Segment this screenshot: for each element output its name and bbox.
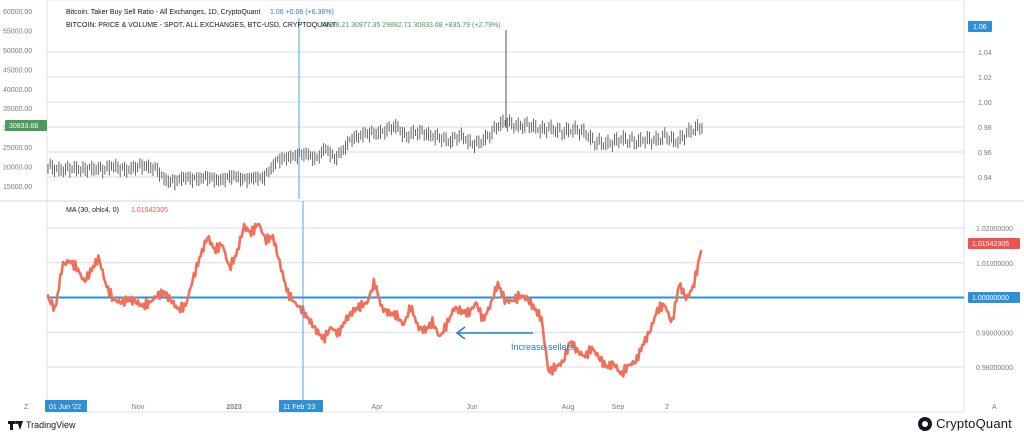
tradingview-logo[interactable]: TradingView — [8, 420, 76, 430]
time-tick-label: 2023 — [226, 404, 242, 411]
ma-tick-label: 0.99000000 — [976, 330, 1013, 337]
price-ohlc-bars — [47, 114, 703, 191]
ratio-tick-label: 0.98 — [978, 125, 992, 132]
chart-frame — [46, 0, 965, 413]
price-tick-label: 25000.00 — [3, 145, 32, 152]
timezone-glyph[interactable]: Z — [24, 404, 29, 411]
ma-current-badge — [968, 238, 1020, 249]
annotation-arrow — [455, 326, 533, 340]
date-cursor-badge-text: 11 Feb '23 — [283, 404, 315, 411]
ratio-tick-label: 1.00 — [978, 100, 992, 107]
ma-current-badge-text: 1.01542305 — [972, 241, 1009, 248]
ma-baseline-badge — [968, 292, 1020, 303]
time-tick-label: Nov — [132, 404, 145, 411]
date-start-badge-text: 01 Jun '22 — [49, 404, 81, 411]
legend-price-name: BITCOIN: PRICE & VOLUME - SPOT, ALL EXCH… — [66, 22, 337, 29]
ma-tick-label: 1.01000000 — [976, 261, 1013, 268]
time-axis: Nov 2023 Apr Jun Aug Sep 2 — [132, 404, 669, 411]
cryptoquant-brand: CryptoQuant — [936, 416, 1012, 431]
ma-series-line — [46, 222, 703, 378]
ratio-current-badge — [968, 21, 992, 32]
time-tick-label: Sep — [612, 404, 625, 411]
ma-baseline-badge-text: 1.00000000 — [972, 295, 1009, 302]
price-axis-left: 60000.00 55000.00 50000.00 45000.00 40000.00… — [3, 9, 32, 191]
cryptoquant-icon — [918, 416, 933, 431]
time-tick-label: Apr — [372, 404, 384, 411]
price-tick-label: 40000.00 — [3, 87, 32, 94]
date-start-badge — [45, 400, 87, 412]
legend-price-values: 29998.21 30977.35 29882.71 30833.68 +835… — [320, 22, 501, 29]
price-current-badge-text: 30833.68 — [9, 123, 38, 130]
time-tick-label: 2 — [665, 404, 669, 411]
legend-ratio-name: Bitcoin: Taker Buy Sell Ratio - All Exch… — [66, 9, 260, 16]
price-current-badge — [5, 120, 47, 131]
time-tick-label: Jun — [466, 404, 477, 411]
ratio-axis-right: 1.04 1.02 1.00 0.98 0.96 0.94 — [978, 50, 992, 182]
legend-ma-value: 1.01542305 — [131, 207, 168, 214]
price-tick-label: 60000.00 — [3, 9, 32, 16]
price-tick-label: 55000.00 — [3, 28, 32, 35]
legend-ratio-values: 1.06 +0.06 (+6.36%) — [270, 9, 334, 16]
price-tick-label: 45000.00 — [3, 67, 32, 74]
ratio-tick-label: 0.94 — [978, 175, 992, 182]
price-tick-label: 15000.00 — [3, 184, 32, 191]
price-tick-label: 35000.00 — [3, 106, 32, 113]
date-cursor-badge — [279, 400, 323, 412]
tradingview-icon — [8, 420, 23, 430]
footer-bar: TradingView CryptoQuant — [0, 412, 1024, 437]
ma-tick-label: 1.02000000 — [976, 226, 1013, 233]
ratio-tick-label: 1.02 — [978, 75, 992, 82]
annotation-text: Increase sellers — [511, 342, 575, 352]
cryptoquant-logo: CryptoQuant — [918, 416, 1012, 431]
ratio-tick-label: 1.04 — [978, 50, 992, 57]
price-tick-label: 20000.00 — [3, 165, 32, 172]
price-tick-label: 50000.00 — [3, 48, 32, 55]
auto-scale-glyph[interactable]: A — [992, 404, 997, 411]
ma-tick-label: 0.98000000 — [976, 365, 1013, 372]
legend-ma-name: MA (30, ohlc4, 0) — [66, 207, 119, 214]
ratio-tick-label: 0.96 — [978, 150, 992, 157]
ratio-current-badge-text: 1.06 — [973, 24, 987, 31]
tradingview-brand: TradingView — [26, 420, 76, 430]
time-tick-label: Aug — [562, 404, 575, 411]
